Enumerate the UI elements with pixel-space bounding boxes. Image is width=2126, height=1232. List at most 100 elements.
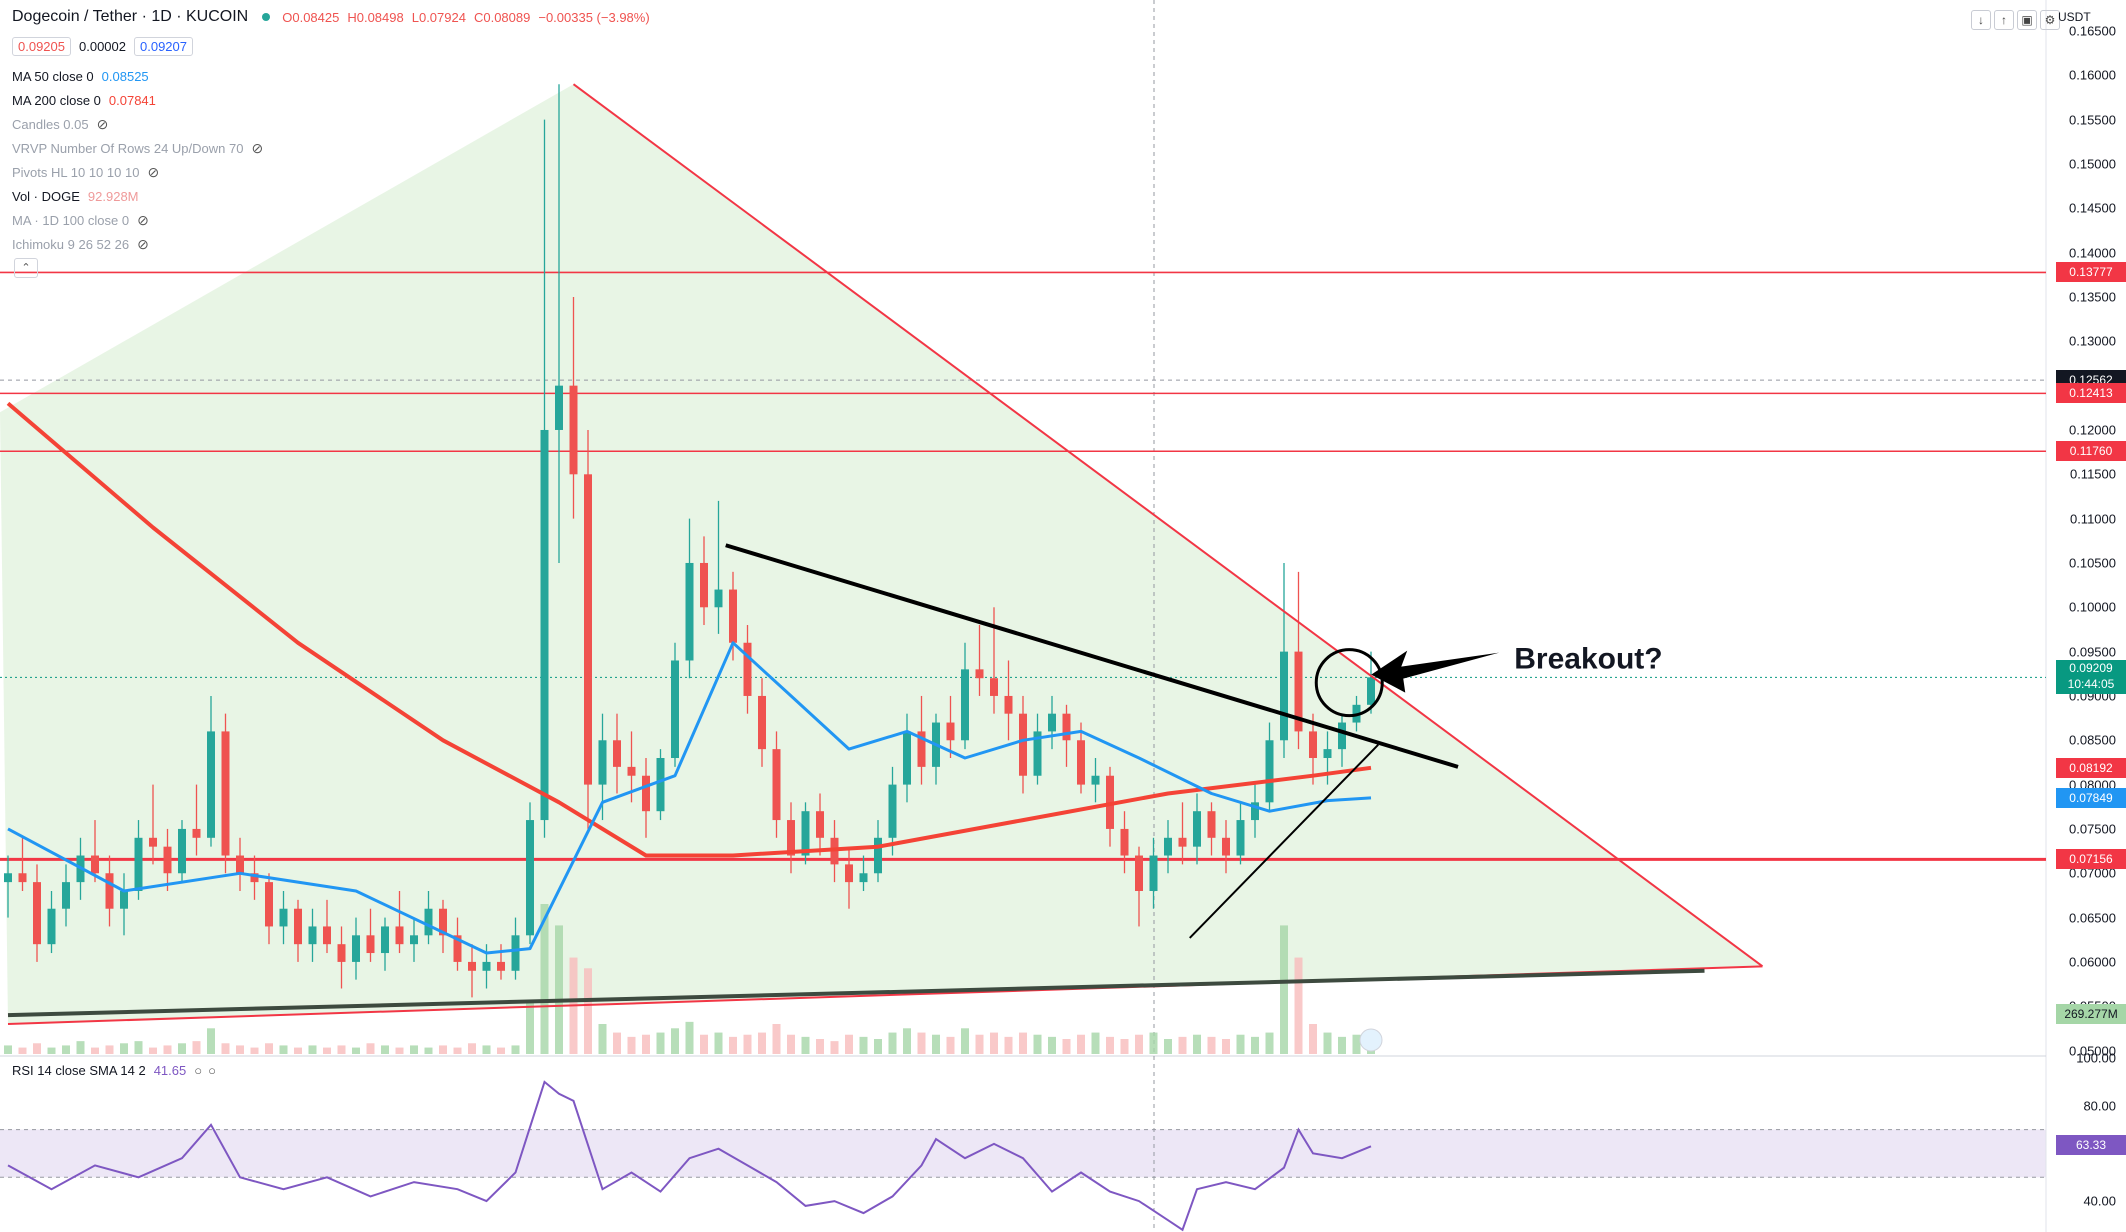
symbol-title[interactable]: Dogecoin / Tether · 1D · KUCOIN [12, 8, 249, 25]
bid-price[interactable]: 0.09205 [12, 37, 71, 56]
candle-67 [975, 669, 984, 679]
price-tick-label: 0.06500 [2069, 910, 2116, 926]
candle-33 [482, 961, 491, 971]
hidden-eye-icon[interactable]: ⊘ [137, 211, 149, 228]
volume-bar-45 [656, 1032, 665, 1054]
scroll-down-button[interactable]: ↓ [1971, 10, 1991, 30]
candle-70 [1019, 713, 1027, 776]
price-tick-label: 0.15000 [2069, 156, 2116, 172]
volume-bar-29 [424, 1047, 433, 1054]
volume-bar-81 [1178, 1036, 1187, 1054]
volume-bar-52 [758, 1032, 766, 1054]
candle-18 [265, 882, 273, 927]
fullscreen-button[interactable]: ▣ [2017, 10, 2037, 30]
hidden-eye-icon[interactable]: ⊘ [147, 163, 160, 180]
volume-bar-20 [294, 1047, 302, 1054]
indicator-label: MA 200 close 0 [12, 92, 101, 108]
settings-button[interactable]: ⚙ [2040, 10, 2060, 30]
volume-bar-12 [178, 1043, 186, 1054]
volume-bar-85 [1236, 1034, 1245, 1054]
candle-55 [801, 811, 810, 856]
price-tick-label: 0.16500 [2069, 23, 2116, 39]
candle-26 [381, 926, 389, 954]
volume-bar-89 [1294, 957, 1303, 1054]
ask-price[interactable]: 0.09207 [134, 37, 193, 56]
volume-bar-93 [1352, 1034, 1361, 1054]
volume-bar-42 [613, 1032, 621, 1054]
legend-collapse-button[interactable]: ⌃ [14, 258, 38, 278]
volume-bar-62 [903, 1028, 911, 1054]
indicator-label: Vol · DOGE [12, 188, 80, 204]
volume-bar-78 [1135, 1034, 1143, 1054]
volume-bar-13 [192, 1041, 201, 1054]
price-tick-label: 0.13500 [2069, 289, 2116, 305]
price-tick-label: 0.15500 [2069, 112, 2116, 128]
candle-9 [134, 837, 143, 891]
candle-52 [758, 695, 766, 750]
candle-8 [120, 890, 128, 909]
candle-15 [221, 731, 230, 856]
candle-22 [323, 926, 331, 945]
candle-16 [236, 855, 244, 874]
volume-bar-22 [323, 1047, 331, 1054]
volume-bar-7 [105, 1045, 114, 1054]
candle-3 [47, 908, 56, 945]
indicator-row-6[interactable]: MA · 1D 100 close 0 ⊘ [12, 209, 149, 231]
price-tick-label: 0.14000 [2069, 245, 2116, 261]
volume-bar-80 [1164, 1039, 1172, 1054]
scroll-up-button[interactable]: ↑ [1994, 10, 2014, 30]
indicator-row-2[interactable]: Candles 0.05 ⊘ [12, 113, 108, 135]
price-tag-0.08192: 0.08192 [2056, 757, 2126, 778]
volume-bar-14 [207, 1028, 215, 1054]
volume-bar-55 [801, 1036, 810, 1054]
currency-selector[interactable]: USDT [2058, 10, 2091, 24]
volume-bar-86 [1251, 1036, 1259, 1054]
price-tick-label: 0.08500 [2069, 732, 2116, 748]
volume-bar-27 [395, 1047, 404, 1054]
candle-40 [584, 474, 592, 785]
candle-39 [569, 385, 578, 475]
ohlc-low: L0.07924 [411, 9, 466, 25]
volume-bar-60 [874, 1039, 882, 1054]
price-tick-label: 0.16000 [2069, 67, 2116, 83]
price-tick-label: 0.07000 [2069, 865, 2116, 881]
indicator-row-4[interactable]: Pivots HL 10 10 10 10 ⊘ [12, 161, 159, 183]
volume-bar-44 [642, 1034, 650, 1054]
volume-bar-9 [134, 1041, 143, 1054]
trendline-3 [725, 543, 1459, 769]
candle-89 [1294, 651, 1303, 732]
us-event-icon [1359, 1028, 1383, 1052]
volume-bar-15 [221, 1043, 230, 1054]
rsi-value: 41.65 [153, 1063, 187, 1078]
indicator-value: 92.928M [87, 188, 139, 204]
candle-69 [1004, 695, 1013, 714]
candle-4 [62, 882, 70, 909]
indicator-row-5[interactable]: Vol · DOGE 92.928M [12, 185, 139, 207]
indicator-row-1[interactable]: MA 200 close 0 0.07841 [12, 89, 156, 111]
volume-bar-21 [308, 1045, 317, 1054]
candle-56 [816, 811, 824, 838]
candle-7 [105, 873, 114, 909]
live-dot-icon [262, 13, 271, 21]
volume-bar-8 [120, 1043, 128, 1054]
volume-bar-2 [33, 1043, 41, 1054]
candle-58 [845, 864, 853, 883]
candle-32 [468, 961, 476, 971]
volume-bar-79 [1149, 1032, 1158, 1054]
trendline-0 [572, 83, 1764, 968]
candle-13 [192, 828, 201, 838]
volume-bar-33 [482, 1045, 491, 1054]
volume-bar-90 [1309, 1024, 1317, 1054]
indicator-row-0[interactable]: MA 50 close 0 0.08525 [12, 65, 149, 87]
candle-21 [308, 926, 317, 945]
hidden-eye-icon[interactable]: ⊘ [96, 115, 109, 132]
candle-37 [540, 429, 549, 821]
hidden-eye-icon[interactable]: ⊘ [251, 139, 264, 156]
volume-bar-68 [990, 1032, 998, 1054]
indicator-row-3[interactable]: VRVP Number Of Rows 24 Up/Down 70 ⊘ [12, 137, 263, 159]
volume-bar-31 [453, 1047, 462, 1054]
hidden-eye-icon[interactable]: ⊘ [137, 235, 149, 252]
indicator-row-7[interactable]: Ichimoku 9 26 52 26 ⊘ [12, 233, 149, 255]
rsi-settings-icon: ○ [194, 1063, 203, 1078]
